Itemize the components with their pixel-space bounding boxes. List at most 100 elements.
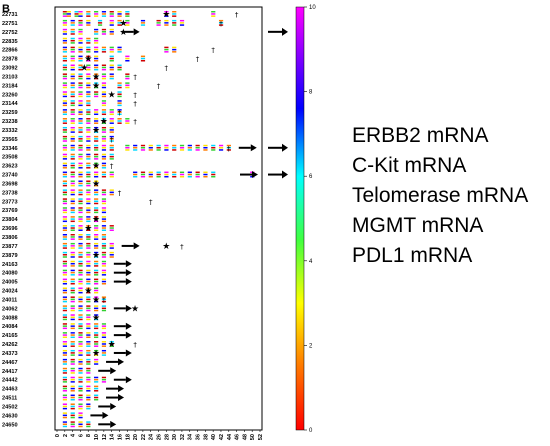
heatmap-cell	[62, 296, 68, 303]
heatmap-cell	[70, 109, 75, 116]
heatmap-cell	[70, 135, 75, 142]
heatmap-cell	[101, 189, 107, 196]
heatmap-cell	[78, 189, 83, 196]
x-tick-label: 34	[188, 433, 194, 440]
heatmap-cell	[101, 162, 107, 169]
heatmap-cell	[62, 207, 68, 214]
heatmap-cell	[70, 376, 75, 383]
heatmap-cell	[125, 19, 130, 26]
x-tick-label: 50	[250, 434, 256, 440]
heatmap-cell	[125, 144, 130, 151]
heatmap-cell	[94, 144, 99, 151]
heatmap-cell	[70, 251, 75, 258]
row-label: 23698	[2, 181, 18, 187]
dagger-marker: †	[102, 296, 106, 304]
heatmap-cell	[94, 82, 99, 89]
heatmap-cell	[62, 403, 68, 410]
heatmap-cell	[78, 242, 83, 249]
heatmap-cell	[86, 314, 91, 321]
x-tick-label: 12	[102, 434, 108, 440]
heatmap-cell	[70, 349, 75, 356]
heatmap-cell	[101, 198, 107, 205]
heatmap-cell	[101, 216, 107, 223]
heatmap-cell	[94, 341, 99, 347]
x-tick-label: 42	[219, 434, 225, 440]
heatmap-cell	[86, 109, 91, 116]
heatmap-cell	[187, 144, 192, 151]
arrow-marker	[113, 322, 132, 330]
heatmap-cell	[109, 55, 114, 62]
heatmap-cell	[62, 180, 68, 187]
heatmap-cell	[94, 305, 99, 312]
heatmap-cell	[78, 126, 83, 133]
heatmap-cell	[109, 251, 114, 258]
x-tick-label: 32	[180, 434, 186, 440]
heatmap-cell	[101, 305, 107, 312]
arrow-marker	[90, 411, 109, 419]
heatmap-cell	[94, 64, 99, 71]
heatmap-cell	[133, 144, 138, 151]
heatmap-cell	[70, 162, 75, 169]
heatmap-cell	[140, 55, 146, 62]
row-label: 24417	[2, 369, 18, 375]
row-label: 23773	[2, 199, 18, 205]
heatmap-cell	[70, 216, 75, 223]
heatmap-cell	[101, 207, 107, 214]
heatmap-cell	[94, 198, 99, 205]
heatmap-cell	[70, 64, 75, 71]
heatmap-cell	[78, 305, 83, 312]
heatmap-cell	[164, 46, 169, 53]
star-marker: ★	[100, 117, 108, 127]
heatmap-cell	[86, 394, 91, 401]
row-label: 23259	[2, 110, 18, 116]
x-tick-label: 2	[63, 434, 69, 437]
heatmap-cell	[74, 11, 79, 17]
heatmap-cell	[94, 73, 99, 80]
arrow-marker	[240, 171, 258, 179]
heatmap-cell	[109, 144, 114, 151]
arrow-marker	[113, 349, 132, 357]
heatmap-cell	[101, 11, 107, 17]
heatmap-cell	[109, 171, 114, 178]
x-tick-label: 44	[227, 433, 233, 440]
heatmap-cell	[125, 11, 130, 17]
heatmap-cell	[101, 28, 107, 35]
heatmap-cell	[70, 118, 75, 124]
star-marker: ★	[108, 90, 116, 100]
x-tick-label: 10	[94, 434, 100, 440]
heatmap-cell	[62, 234, 68, 240]
heatmap-cell	[101, 323, 107, 330]
star-marker: ★	[92, 72, 100, 82]
heatmap-cell	[62, 144, 68, 151]
heatmap-cell	[62, 100, 68, 107]
heatmap-cell	[86, 135, 91, 142]
heatmap-cell	[78, 46, 83, 53]
heatmap-cell	[172, 171, 177, 178]
heatmap-cell	[203, 144, 208, 151]
star-marker: ★	[92, 179, 100, 189]
heatmap-cell	[94, 323, 99, 330]
heatmap-cell	[62, 126, 68, 133]
row-label: 23806	[2, 235, 18, 241]
heatmap-cell	[164, 171, 169, 178]
row-labels: 22731 22751 22752 22835 22866 22878 23092 23103…	[2, 12, 18, 428]
dagger-marker: †	[227, 145, 231, 153]
x-tick-label: 4	[71, 433, 77, 437]
heatmap-cell	[94, 162, 99, 169]
heatmap-cell	[78, 323, 83, 330]
row-label: 23877	[2, 244, 18, 250]
heatmap-cell	[78, 91, 83, 98]
heatmap-cell	[172, 46, 177, 53]
row-label: 23769	[2, 208, 18, 214]
heatmap-cell	[86, 251, 91, 258]
row-label: 23565	[2, 137, 18, 143]
arrow-marker	[113, 260, 132, 268]
dagger-marker: †	[219, 20, 223, 28]
row-label: 24062	[2, 306, 18, 312]
heatmap-cell	[62, 189, 68, 196]
star-marker: ★	[108, 340, 116, 350]
x-tick-label: 46	[235, 434, 241, 440]
row-label: 24024	[2, 289, 18, 295]
x-tick-label: 48	[242, 434, 248, 440]
heatmap-cell	[94, 376, 99, 383]
